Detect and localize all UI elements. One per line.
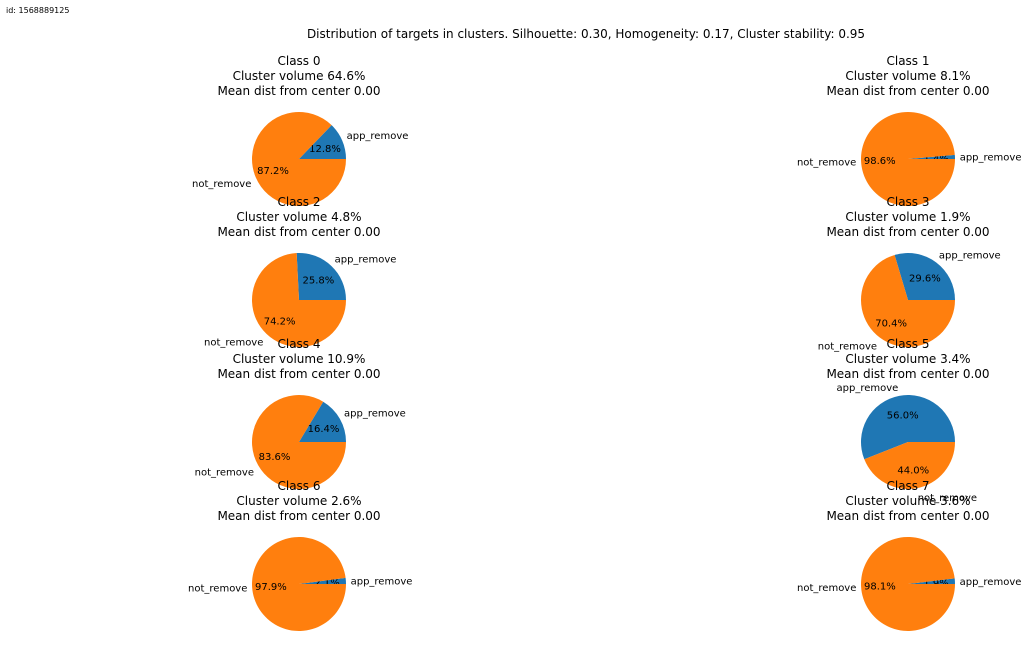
pie-category-label: app_remove [960,577,1022,588]
pie-wedge-app-remove [299,577,346,584]
pie-title-line: Cluster volume 4.8% [236,210,361,224]
pie-title-line: Cluster volume 64.6% [233,69,366,83]
pie-category-label: app_remove [351,577,413,588]
pie-title-line: Mean dist from center 0.00 [217,509,380,523]
pie-percent-label: 16.4% [308,424,340,435]
pie-percent-label: 87.2% [257,166,289,177]
pie-title-line: Class 2 [277,195,320,209]
pie-wedge-app-remove [894,252,955,300]
pie-wedge-app-remove [299,401,346,442]
pie-wedge-not-remove [864,442,955,489]
pie-title-line: Class 4 [277,337,320,351]
pie-title-line: Class 6 [277,479,320,493]
pie-percent-label: 97.9% [255,582,287,593]
pie-title-line: Mean dist from center 0.00 [826,225,989,239]
pie-category-label: not_remove [797,583,856,594]
pie-wedge-app-remove [299,125,346,159]
pie-title-line: Cluster volume 3.6% [845,494,970,508]
pie-percent-label: 83.6% [259,452,291,463]
pie-category-label: not_remove [797,157,856,168]
pie-category-label: app_remove [335,255,397,266]
pie-title-line: Class 7 [886,479,929,493]
pie-percent-label: 29.6% [909,273,941,284]
pie-category-label: app_remove [939,251,1001,262]
pie-percent-label: 1.9% [923,578,948,589]
pie-category-label: not_remove [204,338,263,349]
pie-wedge-not-remove [861,111,955,206]
pie-wedge-not-remove [252,253,346,348]
pie-category-label: app_remove [960,153,1022,164]
figure-id: id: 1568889125 [6,6,70,15]
pie-category-label: not_remove [188,583,247,594]
pie-title-line: Mean dist from center 0.00 [826,509,989,523]
pie-percent-label: 2.1% [314,578,339,589]
pie-title-line: Cluster volume 2.6% [236,494,361,508]
pie-category-label: app_remove [837,383,899,394]
pie-percent-label: 98.1% [864,582,896,593]
pie-title-line: Cluster volume 3.4% [845,352,970,366]
pie-percent-label: 44.0% [897,466,929,477]
pie-title-line: Mean dist from center 0.00 [826,84,989,98]
figure-suptitle: Distribution of targets in clusters. Sil… [306,27,866,41]
pie-title-line: Cluster volume 8.1% [845,69,970,83]
pie-title-line: Mean dist from center 0.00 [826,367,989,381]
pie-category-label: not_remove [818,341,877,352]
pie-percent-label: 98.6% [864,156,896,167]
pie-title-line: Class 3 [886,195,929,209]
pie-category-label: app_remove [347,131,409,142]
pie-wedge-app-remove [861,394,955,460]
pie-category-label: not_remove [195,468,254,479]
pie-title-line: Cluster volume 10.9% [233,352,366,366]
pie-wedge-not-remove [252,395,346,490]
pie-title-line: Mean dist from center 0.00 [217,367,380,381]
pie-percent-label: 12.8% [309,144,341,155]
pie-title-line: Cluster volume 1.9% [845,210,970,224]
pie-percent-label: 56.0% [887,410,919,421]
pie-wedge-not-remove [861,536,955,631]
pie-wedge-app-remove [908,578,955,584]
pie-category-label: not_remove [918,493,977,504]
pie-percent-label: 74.2% [264,316,296,327]
pie-wedge-app-remove [908,154,955,159]
pie-wedge-not-remove [251,537,346,632]
pie-wedge-not-remove [860,254,955,347]
pie-title-line: Mean dist from center 0.00 [217,225,380,239]
pie-wedge-not-remove [252,112,346,207]
pie-wedge-app-remove [296,253,346,300]
pie-title-line: Class 5 [886,337,929,351]
pie-title-line: Class 1 [886,54,929,68]
pie-category-label: app_remove [344,409,406,420]
pie-percent-label: 70.4% [875,319,907,330]
pie-title-line: Class 0 [277,54,320,68]
pie-category-label: not_remove [192,179,251,190]
pie-percent-label: 25.8% [303,276,335,287]
pie-title-line: Mean dist from center 0.00 [217,84,380,98]
